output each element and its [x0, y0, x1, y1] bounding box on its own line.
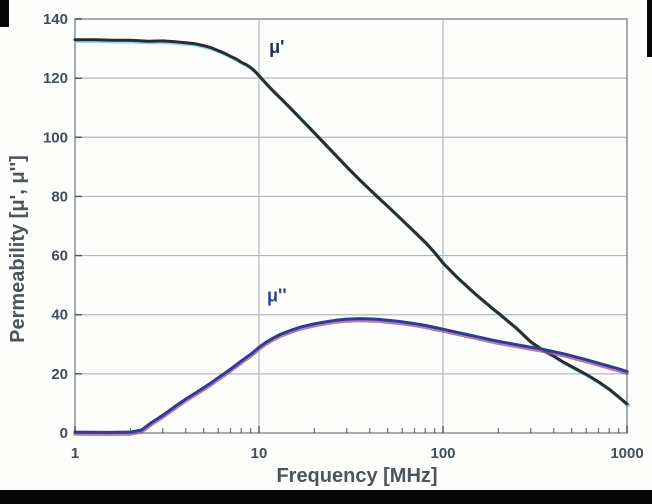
mu-double-prime-label: μ''	[267, 285, 287, 305]
mu-prime-curve	[73, 38, 629, 406]
y-tick-label-60: 60	[51, 248, 68, 265]
y-tick-label-120: 120	[43, 70, 68, 87]
y-tick-label-40: 40	[51, 307, 68, 324]
x-axis-title: Frequency [MHz]	[276, 465, 437, 487]
gridlines	[75, 19, 627, 433]
scan-artifact-top-right-bar	[647, 0, 652, 57]
y-tick-label-100: 100	[43, 129, 68, 146]
y-tick-label-80: 80	[51, 188, 68, 205]
mu-prime-label: μ'	[269, 37, 284, 57]
scan-artifact-bottom-bar	[0, 490, 652, 504]
mu-double-prime-curve-fringe	[73, 318, 629, 436]
axis-ticks	[74, 18, 628, 434]
y-tick-label-140: 140	[43, 11, 68, 28]
x-tick-label-1000: 1000	[610, 445, 643, 462]
x-tick-label-100: 100	[430, 445, 455, 462]
scan-artifact-top-left-bar	[0, 0, 9, 27]
data-curves	[73, 38, 631, 436]
curve-labels: μ' μ''	[267, 37, 287, 305]
y-axis-title: Permeability [μ', μ'']	[7, 155, 29, 343]
x-tick-labels: 1 10 100 1000	[71, 445, 644, 462]
y-tick-label-0: 0	[60, 425, 68, 442]
mu-double-prime-curve	[73, 317, 629, 434]
plot-frame	[74, 18, 628, 434]
y-tick-label-20: 20	[51, 366, 68, 383]
x-tick-label-1: 1	[71, 445, 79, 462]
y-tick-labels: 0 20 40 60 80 100 120 140	[43, 11, 68, 442]
x-tick-label-10: 10	[251, 445, 268, 462]
plot-border	[74, 18, 628, 434]
